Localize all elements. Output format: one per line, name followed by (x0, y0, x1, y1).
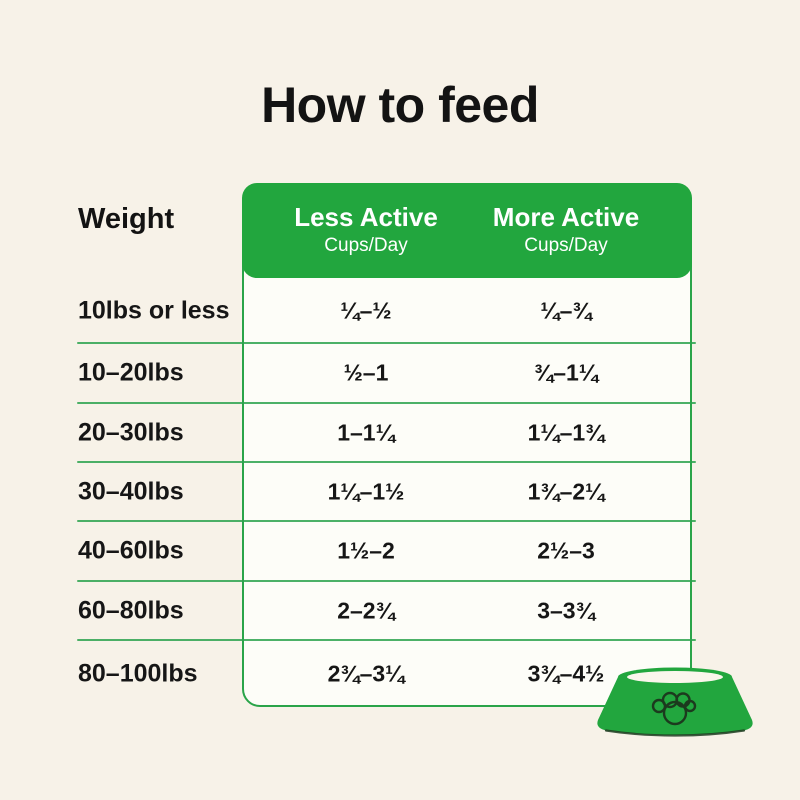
column-label: Less Active (294, 201, 438, 232)
row-divider (77, 342, 696, 344)
table-row: 60–80lbs 2–2¾ 3–3¾ (0, 581, 800, 640)
table-row: 20–30lbs 1–1¼ 1¼–1¾ (0, 403, 800, 462)
row-more-active-value: ¼–¾ (540, 297, 592, 323)
column-header-more-active: More Active Cups/Day (466, 201, 666, 259)
row-less-active-value: ¼–½ (340, 297, 392, 323)
row-weight-label: 10lbs or less (78, 296, 230, 324)
row-divider (77, 639, 696, 641)
row-less-active-value: 2–2¾ (337, 597, 395, 623)
column-label: More Active (492, 201, 640, 232)
row-more-active-value: 2½–3 (537, 537, 595, 564)
table-row: 40–60lbs 1½–2 2½–3 (0, 521, 800, 581)
row-weight-label: 30–40lbs (78, 477, 184, 505)
row-more-active-value: 3–3¾ (537, 597, 595, 623)
row-weight-label: 20–30lbs (78, 418, 184, 446)
row-more-active-value: 1¼–1¾ (527, 419, 605, 445)
row-more-active-value: ¾–1¼ (534, 359, 598, 386)
row-divider (77, 461, 696, 463)
column-sublabel: Cups/Day (324, 235, 408, 257)
row-divider (77, 402, 696, 404)
table-row: 30–40lbs 1¼–1½ 1¾–2¼ (0, 462, 800, 521)
row-less-active-value: ½–1 (343, 359, 389, 386)
weight-column-header: Weight (78, 203, 175, 235)
column-sublabel: Cups/Day (524, 235, 608, 257)
row-weight-label: 80–100lbs (78, 659, 198, 687)
table-row: 10–20lbs ½–1 ¾–1¼ (0, 343, 800, 403)
table-header: Less Active Cups/Day More Active Cups/Da… (242, 183, 692, 278)
row-less-active-value: 1–1¼ (337, 419, 395, 445)
row-less-active-value: 1½–2 (337, 537, 395, 564)
row-less-active-value: 2¾–3¼ (327, 660, 405, 686)
table-row: 80–100lbs 2¾–3¼ 3¾–4½ (0, 640, 800, 707)
row-weight-label: 60–80lbs (78, 596, 184, 624)
row-weight-label: 10–20lbs (78, 358, 184, 387)
row-divider (77, 580, 696, 582)
page-title: How to feed (261, 77, 539, 133)
row-weight-label: 40–60lbs (78, 536, 184, 565)
table-row: 10lbs or less ¼–½ ¼–¾ (0, 278, 800, 343)
row-more-active-value: 1¾–2¼ (527, 478, 605, 504)
column-header-less-active: Less Active Cups/Day (266, 201, 466, 259)
dog-bowl-paw-icon (597, 667, 753, 737)
row-divider (77, 520, 696, 522)
row-less-active-value: 1¼–1½ (327, 478, 405, 504)
row-more-active-value: 3¾–4½ (527, 660, 605, 686)
